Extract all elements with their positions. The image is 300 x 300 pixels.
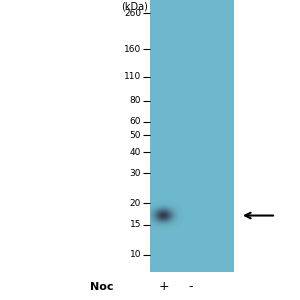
Text: 160: 160 bbox=[124, 45, 141, 54]
Text: 10: 10 bbox=[130, 250, 141, 260]
Text: 110: 110 bbox=[124, 72, 141, 81]
Text: 60: 60 bbox=[130, 117, 141, 126]
Text: 15: 15 bbox=[130, 220, 141, 229]
Text: -: - bbox=[188, 280, 193, 293]
Text: 20: 20 bbox=[130, 199, 141, 208]
Text: 50: 50 bbox=[130, 131, 141, 140]
FancyBboxPatch shape bbox=[150, 0, 234, 272]
Text: 40: 40 bbox=[130, 148, 141, 157]
Text: 30: 30 bbox=[130, 169, 141, 178]
Text: 260: 260 bbox=[124, 9, 141, 18]
Text: +: + bbox=[158, 280, 169, 293]
Text: 80: 80 bbox=[130, 96, 141, 105]
Text: Noc: Noc bbox=[90, 281, 114, 292]
Text: (kDa): (kDa) bbox=[122, 2, 148, 11]
